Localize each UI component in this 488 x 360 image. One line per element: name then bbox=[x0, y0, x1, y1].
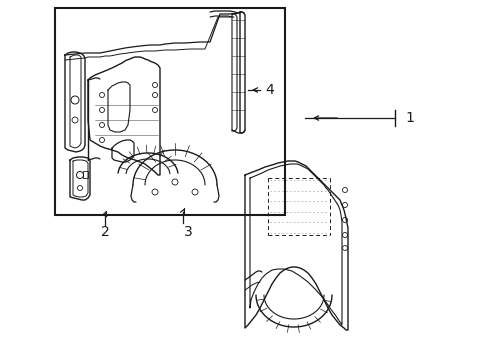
Text: 2: 2 bbox=[101, 225, 109, 239]
Text: 1: 1 bbox=[404, 111, 413, 125]
Text: 3: 3 bbox=[183, 225, 192, 239]
Text: 4: 4 bbox=[264, 83, 273, 97]
Bar bbox=[83, 171, 88, 178]
Bar bbox=[55, 8, 285, 215]
